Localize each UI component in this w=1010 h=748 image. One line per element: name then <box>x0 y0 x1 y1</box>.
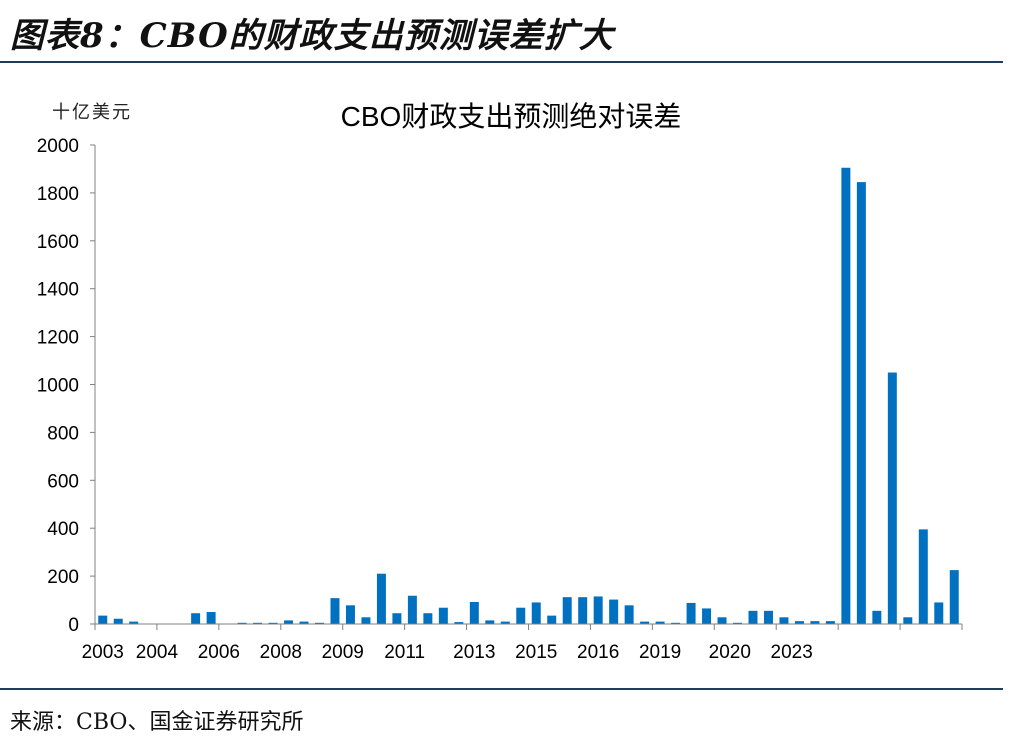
bar <box>299 621 309 624</box>
y-tick-label: 1800 <box>37 184 79 205</box>
x-tick-label: 2008 <box>260 642 302 663</box>
bar <box>794 621 804 624</box>
bar <box>918 529 928 624</box>
x-tick-label: 2004 <box>136 642 179 663</box>
bar <box>562 597 572 624</box>
bar <box>485 620 495 624</box>
bar <box>779 617 789 624</box>
bar-chart: 0 200 400 600 800 1000 1200 1400 1600 1800 2000 200… <box>37 136 963 663</box>
bar <box>361 617 371 624</box>
x-tick-label: 2023 <box>771 642 813 663</box>
x-tick-label: 2003 <box>82 642 124 663</box>
x-tick-label: 2015 <box>515 642 557 663</box>
bar <box>671 622 681 624</box>
bar <box>392 613 402 624</box>
bar <box>531 602 541 624</box>
bar <box>903 617 913 624</box>
x-tick-label: 2009 <box>322 642 364 663</box>
bar <box>609 599 619 624</box>
bar <box>345 605 355 624</box>
top-divider <box>0 61 1003 63</box>
y-tick-label: 800 <box>47 423 79 444</box>
x-tick-label: 2011 <box>384 642 425 663</box>
bar <box>268 622 278 624</box>
chart-title: CBO财政支出预测绝对误差 <box>340 101 682 132</box>
x-tick-label: 2019 <box>639 642 681 663</box>
bar <box>438 607 448 624</box>
bar <box>500 621 510 624</box>
bar <box>284 620 294 624</box>
bar <box>454 622 464 624</box>
bar <box>733 622 742 624</box>
bar <box>686 602 696 624</box>
bar <box>315 622 324 624</box>
x-tick-label: 2013 <box>453 642 495 663</box>
y-tick-label: 1000 <box>37 376 79 397</box>
bar <box>191 613 201 624</box>
x-tick-label: 2006 <box>198 642 240 663</box>
y-tick-label: 200 <box>47 567 79 588</box>
bottom-divider <box>0 688 1003 690</box>
bar <box>872 610 882 624</box>
bar <box>655 621 665 624</box>
bar <box>423 613 433 624</box>
bar <box>129 621 139 624</box>
y-tick-label: 2000 <box>37 136 79 157</box>
bar <box>253 622 263 624</box>
bar <box>237 622 247 624</box>
bar <box>934 602 944 624</box>
y-tick-label: 1600 <box>37 232 79 253</box>
figure-title: 图表8：CBO的财政支出预测误差扩大 <box>10 16 614 56</box>
bar <box>330 598 340 624</box>
bar <box>841 167 851 624</box>
x-tick-label: 2016 <box>577 642 619 663</box>
bar <box>578 597 588 624</box>
bar <box>407 595 417 624</box>
bar <box>376 573 386 624</box>
bar <box>856 182 866 624</box>
y-axis-unit-label: 十亿美元 <box>52 102 132 123</box>
bar <box>206 612 216 624</box>
bar <box>748 610 758 624</box>
bar <box>763 610 773 624</box>
y-tick-label: 0 <box>68 615 79 636</box>
bar <box>624 605 634 624</box>
bar <box>810 621 820 624</box>
y-tick-label: 400 <box>47 519 79 540</box>
bar <box>113 618 123 624</box>
bar <box>516 607 526 624</box>
bar <box>825 621 835 624</box>
bar <box>702 608 712 624</box>
bar <box>887 372 897 624</box>
bar <box>593 596 603 624</box>
y-tick-label: 600 <box>47 471 79 492</box>
source-note: 来源：CBO、国金证券研究所 <box>10 710 304 735</box>
bar <box>717 617 727 624</box>
bar <box>547 615 557 624</box>
bar <box>469 601 479 624</box>
y-tick-label: 1400 <box>37 280 79 301</box>
y-tick-label: 1200 <box>37 328 79 349</box>
x-tick-label: 2020 <box>709 642 751 663</box>
bar <box>98 615 108 624</box>
bar <box>640 621 650 624</box>
bar <box>949 570 959 624</box>
